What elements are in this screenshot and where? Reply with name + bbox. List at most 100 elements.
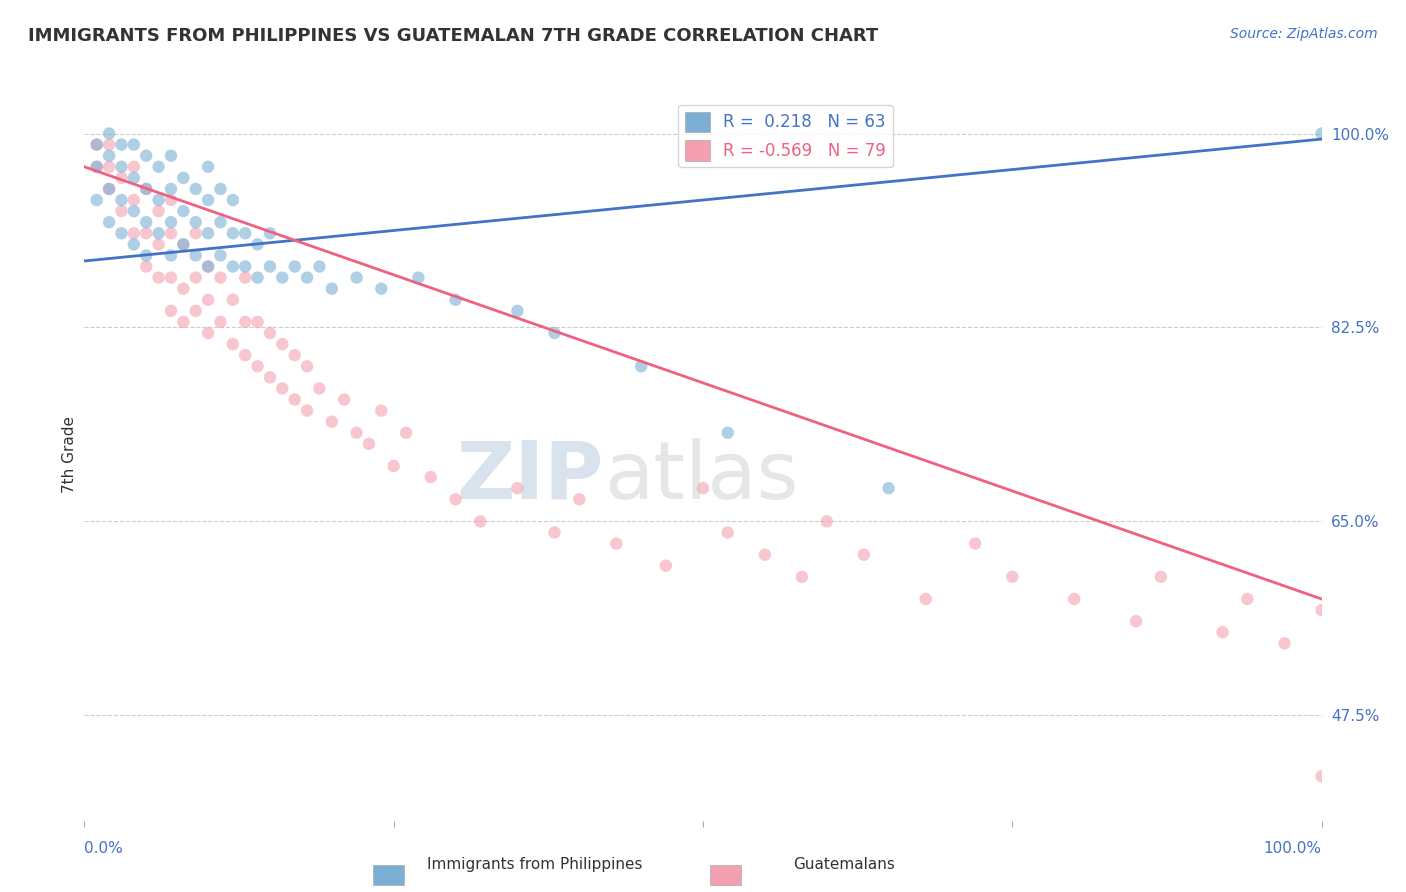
Point (246, 237, 269, 252)
Point (271, 270, 294, 285)
Point (233, 315, 256, 329)
Point (98, 127, 121, 141)
Point (259, 370, 281, 384)
Point (86, 137, 108, 152)
Point (209, 215, 232, 229)
Point (506, 303, 529, 318)
Point (815, 515, 838, 529)
Point (110, 137, 132, 152)
Point (148, 193, 170, 207)
Point (692, 481, 714, 495)
Point (135, 227, 157, 241)
Point (98, 182, 121, 196)
Point (160, 149, 183, 163)
Point (717, 525, 740, 540)
Text: Immigrants from Philippines: Immigrants from Philippines (426, 857, 643, 872)
Point (233, 348, 256, 362)
Point (1125, 614, 1147, 628)
Point (148, 160, 170, 174)
Point (222, 260, 245, 274)
Point (172, 282, 194, 296)
Point (98, 160, 121, 174)
Point (110, 227, 132, 241)
Point (197, 160, 219, 174)
Point (790, 570, 813, 584)
Point (308, 381, 330, 395)
Point (197, 293, 219, 307)
Point (160, 193, 183, 207)
Point (98, 137, 121, 152)
Text: Guatemalans: Guatemalans (793, 857, 894, 872)
Point (271, 381, 294, 395)
Point (122, 160, 145, 174)
Point (321, 282, 343, 296)
Point (346, 425, 368, 440)
Point (1150, 570, 1173, 584)
Text: ZIP: ZIP (457, 438, 605, 516)
Point (754, 548, 776, 562)
Point (184, 227, 207, 241)
Point (122, 204, 145, 219)
Point (184, 215, 207, 229)
Point (543, 326, 565, 340)
Point (1001, 570, 1024, 584)
Point (209, 315, 232, 329)
Point (333, 392, 356, 407)
Point (1310, 127, 1333, 141)
Point (122, 227, 145, 241)
Point (246, 315, 269, 329)
Point (86, 193, 108, 207)
Point (259, 260, 281, 274)
Point (655, 558, 678, 573)
Point (110, 193, 132, 207)
Point (246, 359, 269, 374)
Point (246, 270, 269, 285)
Point (98, 149, 121, 163)
Point (209, 248, 232, 262)
Point (308, 260, 330, 274)
Point (184, 303, 207, 318)
Point (408, 270, 430, 285)
Point (122, 137, 145, 152)
Point (259, 227, 281, 241)
Text: IMMIGRANTS FROM PHILIPPINES VS GUATEMALAN 7TH GRADE CORRELATION CHART: IMMIGRANTS FROM PHILIPPINES VS GUATEMALA… (28, 27, 879, 45)
Point (222, 293, 245, 307)
Point (284, 392, 307, 407)
Point (148, 227, 170, 241)
Point (233, 270, 256, 285)
Point (233, 260, 256, 274)
Point (444, 492, 467, 507)
Point (135, 149, 157, 163)
Point (160, 270, 183, 285)
Point (419, 470, 441, 484)
Point (160, 227, 183, 241)
Point (172, 237, 194, 252)
Point (370, 282, 392, 296)
Point (568, 492, 591, 507)
Point (321, 415, 343, 429)
Point (172, 204, 194, 219)
Point (222, 227, 245, 241)
Point (197, 260, 219, 274)
Text: 0.0%: 0.0% (84, 840, 124, 855)
Point (357, 437, 380, 451)
Point (444, 293, 467, 307)
Point (605, 536, 627, 550)
Point (1310, 769, 1333, 783)
Point (543, 525, 565, 540)
Point (259, 326, 281, 340)
Point (98, 215, 121, 229)
Point (172, 237, 194, 252)
Legend: R =  0.218   N = 63, R = -0.569   N = 79: R = 0.218 N = 63, R = -0.569 N = 79 (678, 105, 893, 167)
Point (295, 359, 318, 374)
Point (197, 326, 219, 340)
Point (222, 193, 245, 207)
Point (233, 227, 256, 241)
Point (184, 270, 207, 285)
Point (382, 458, 405, 473)
Point (346, 270, 368, 285)
Point (160, 215, 183, 229)
Point (86, 160, 108, 174)
Point (160, 182, 183, 196)
Point (86, 137, 108, 152)
